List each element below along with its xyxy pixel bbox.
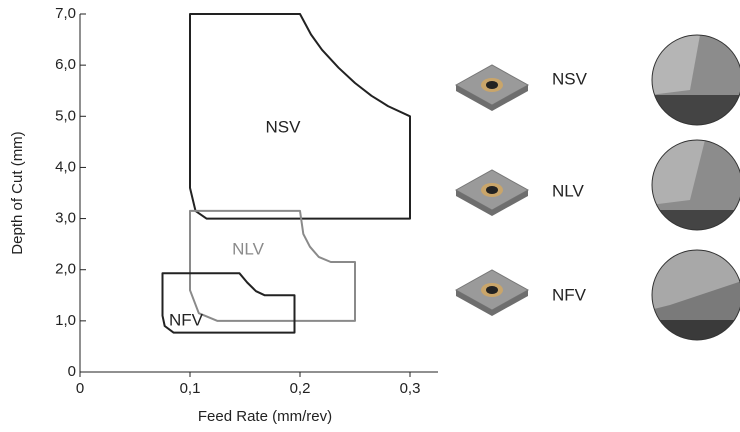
y-tick-label: 1,0: [55, 312, 76, 329]
legend-label: NSV: [552, 69, 588, 88]
x-tick-label: 0: [76, 380, 84, 397]
x-tick-label: 0,2: [290, 380, 311, 397]
region-label: NFV: [169, 310, 204, 329]
region-outline: [161, 272, 296, 334]
region-outline: [189, 209, 356, 322]
region-label: NSV: [266, 117, 302, 136]
legend-label: NLV: [552, 181, 584, 200]
edge-closeups: [651, 34, 740, 341]
x-tick-label: 0,3: [400, 380, 421, 397]
y-tick-label: 4,0: [55, 158, 76, 175]
insert-icons: [454, 64, 530, 316]
y-tick-label: 6,0: [55, 56, 76, 73]
y-tick-label: 2,0: [55, 261, 76, 278]
region-label: NLV: [232, 239, 264, 258]
y-tick-label: 5,0: [55, 107, 76, 124]
y-axis-title: Depth of Cut (mm): [9, 131, 26, 254]
x-tick-label: 0,1: [180, 380, 201, 397]
y-tick-label: 3,0: [55, 210, 76, 227]
legend-label: NFV: [552, 285, 587, 304]
y-tick-label: 7,0: [55, 5, 76, 22]
y-tick-label: 0: [68, 363, 76, 380]
x-axis-title: Feed Rate (mm/rev): [198, 408, 332, 425]
region-outline: [189, 13, 411, 220]
